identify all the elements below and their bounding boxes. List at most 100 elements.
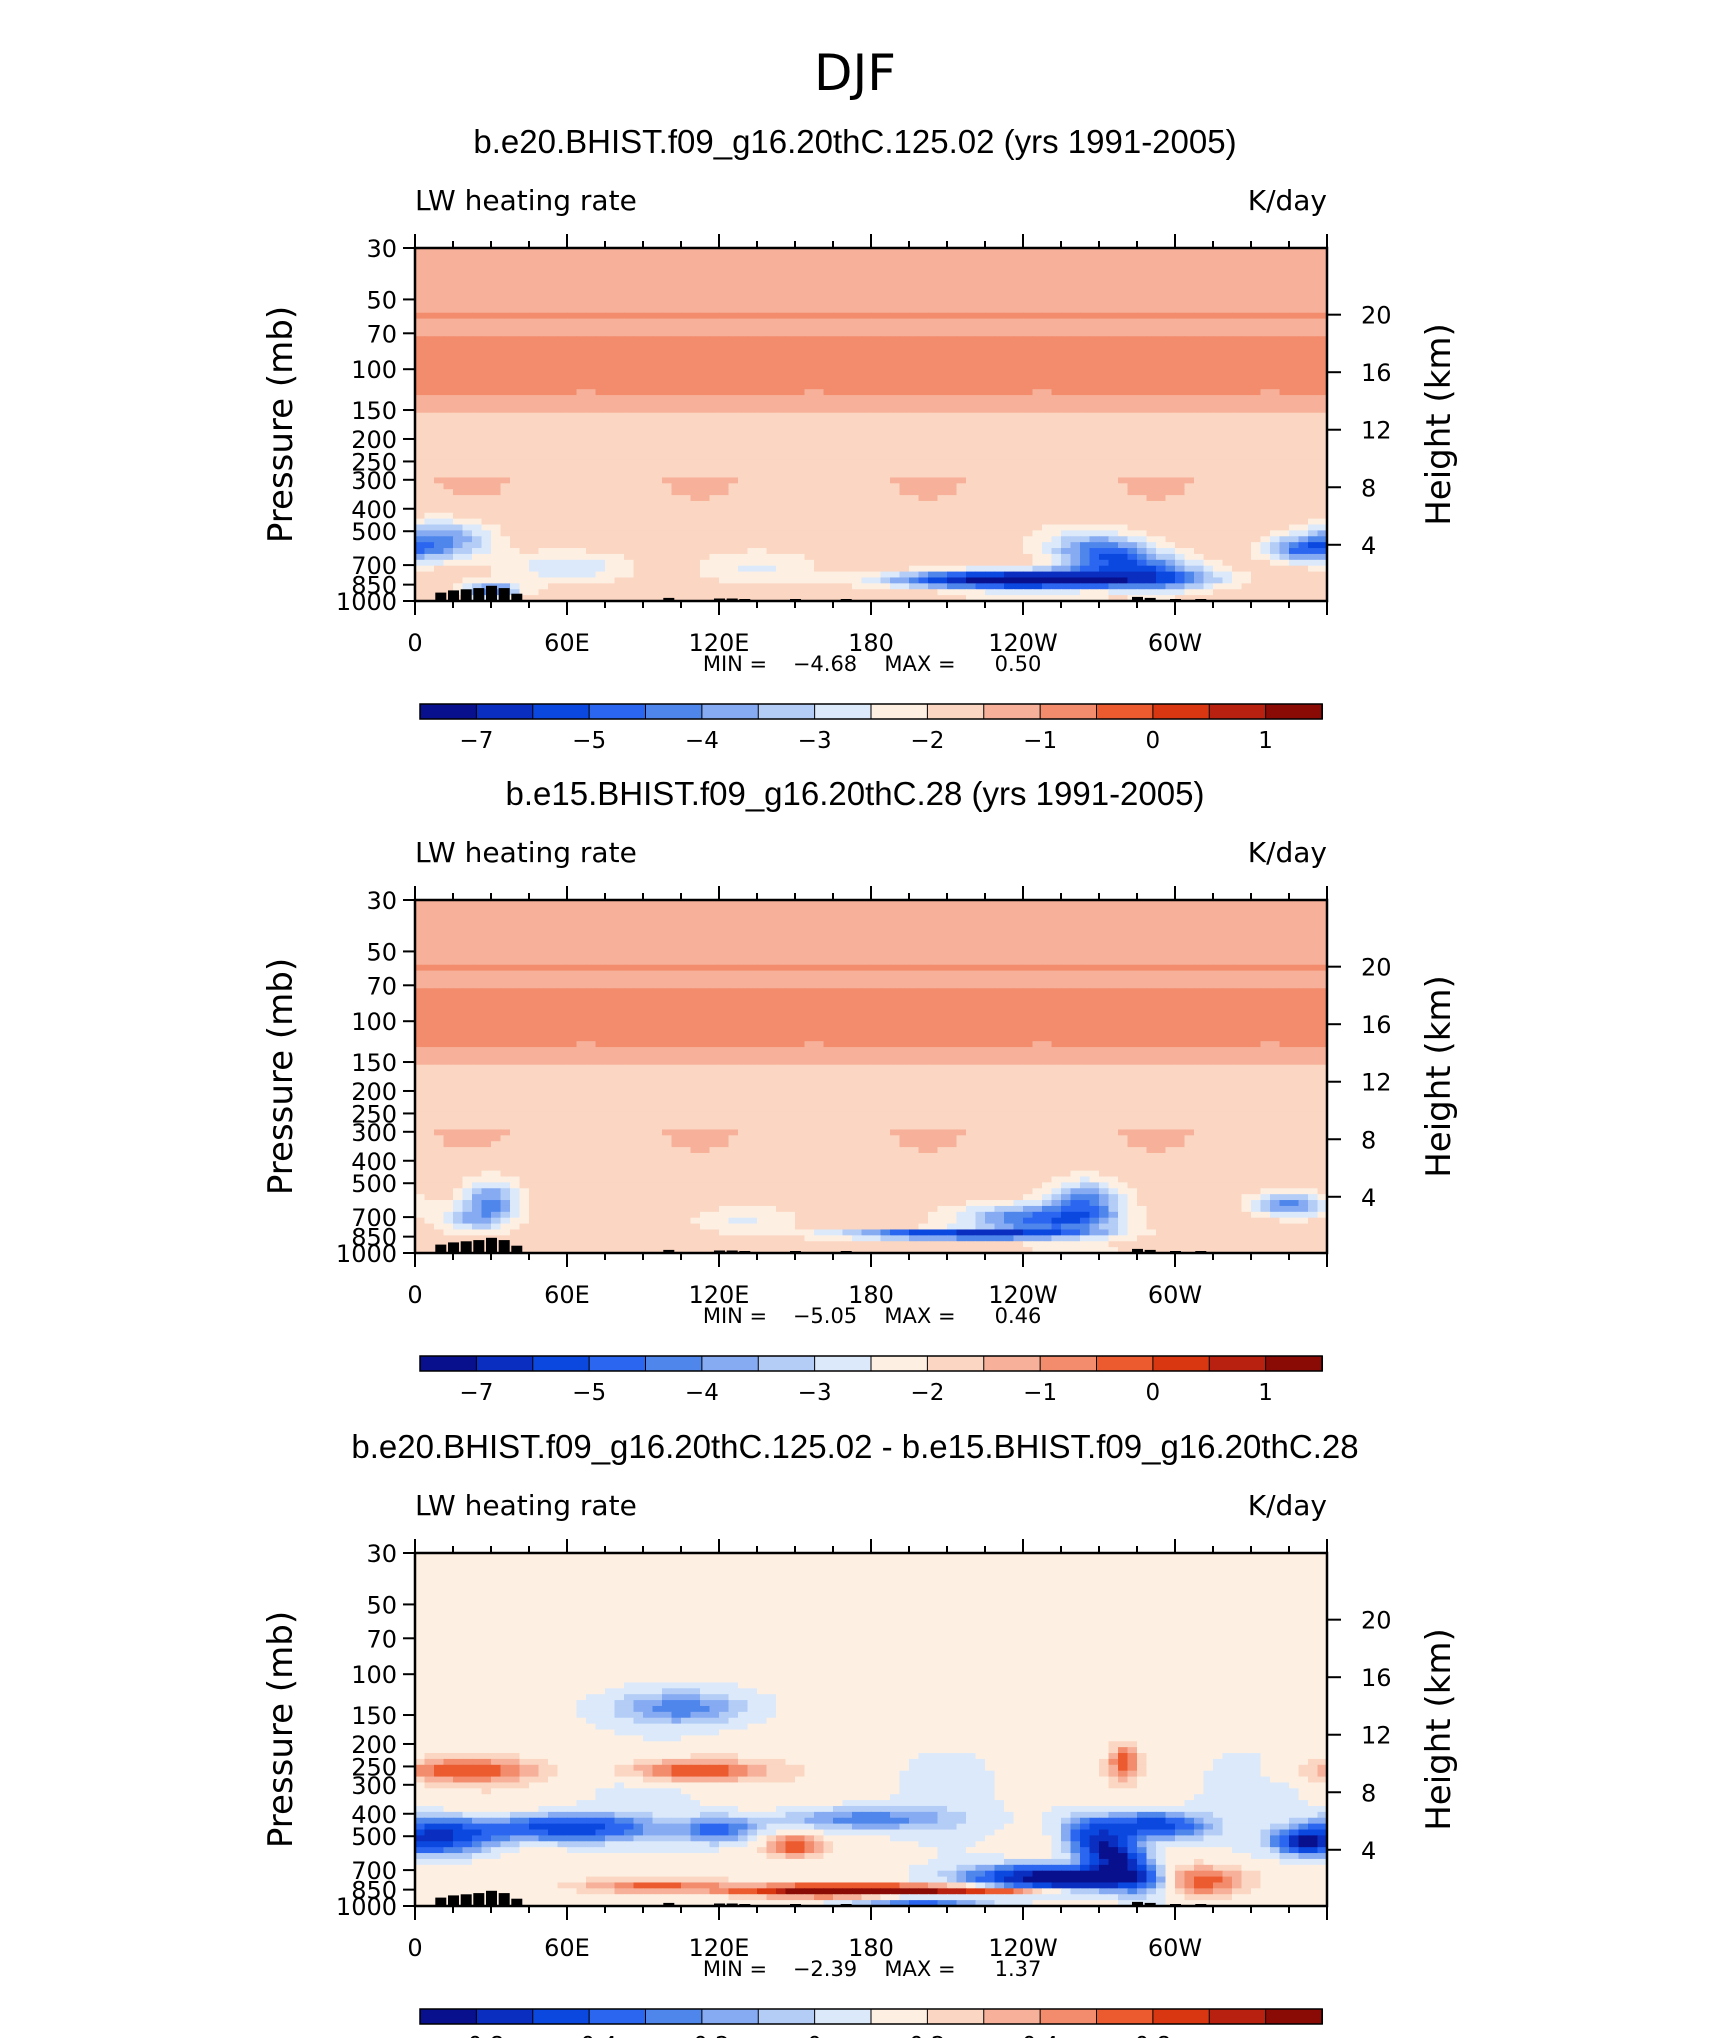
heatmap-cell <box>1222 530 1233 537</box>
heatmap-cell <box>1289 353 1300 361</box>
heatmap-cell <box>795 383 806 390</box>
heatmap-cell <box>443 377 454 384</box>
heatmap-cell <box>624 300 635 308</box>
heatmap-cell <box>738 348 749 355</box>
heatmap-cell <box>937 289 948 296</box>
heatmap-cell <box>1175 542 1186 549</box>
heatmap-cell <box>766 430 777 437</box>
heatmap-cell <box>481 483 492 490</box>
heatmap-cell <box>415 318 426 326</box>
heatmap-cell <box>1260 359 1271 367</box>
heatmap-cell <box>434 259 445 267</box>
heatmap-cell <box>975 389 986 396</box>
heatmap-cell <box>481 465 492 473</box>
heatmap-cell <box>1118 353 1129 361</box>
heatmap-cell <box>1232 271 1243 279</box>
heatmap-cell <box>681 453 692 461</box>
heatmap-cell <box>804 418 815 426</box>
heatmap-cell <box>795 400 806 408</box>
heatmap-cell <box>966 453 977 461</box>
heatmap-cell <box>1203 395 1214 402</box>
heatmap-cell <box>871 265 882 273</box>
heatmap-cell <box>453 524 464 531</box>
heatmap-cell <box>415 430 426 437</box>
heatmap-cell <box>633 348 644 355</box>
heatmap-cell <box>1260 289 1271 296</box>
heatmap-cell <box>548 448 559 455</box>
heatmap-cell <box>1070 324 1081 331</box>
heatmap-cell <box>1070 524 1081 531</box>
heatmap-cell <box>1298 536 1309 543</box>
heatmap-cell <box>956 259 967 267</box>
heatmap-cell <box>928 265 939 273</box>
heatmap-cell <box>709 424 720 431</box>
heatmap-cell <box>1289 395 1300 402</box>
heatmap-cell <box>928 477 939 484</box>
heatmap-cell <box>424 359 435 367</box>
heatmap-cell <box>1203 524 1214 531</box>
heatmap-cell <box>823 383 834 390</box>
heatmap-cell <box>424 477 435 484</box>
heatmap-cell <box>700 406 711 414</box>
heatmap-cell <box>1118 489 1129 496</box>
heatmap-cell <box>738 518 749 526</box>
heatmap-cell <box>1260 265 1271 273</box>
heatmap-cell <box>1013 283 1024 290</box>
heatmap-cell <box>671 383 682 390</box>
heatmap-cell <box>1080 395 1091 402</box>
heatmap-cell <box>662 471 673 479</box>
heatmap-cell <box>595 459 606 467</box>
heatmap-cell <box>985 259 996 267</box>
heatmap-cell <box>747 324 758 331</box>
heatmap-cell <box>899 548 910 555</box>
heatmap-cell <box>538 395 549 402</box>
heatmap-cell <box>1099 353 1110 361</box>
heatmap-cell <box>548 330 559 337</box>
heatmap-cell <box>814 348 825 355</box>
heatmap-cell <box>852 453 863 461</box>
heatmap-cell <box>1051 336 1062 343</box>
heatmap-cell <box>766 253 777 261</box>
heatmap-cell <box>966 283 977 290</box>
heatmap-cell <box>662 459 673 467</box>
heatmap-cell <box>624 418 635 426</box>
heatmap-cell <box>738 248 749 255</box>
heatmap-cell <box>681 536 692 543</box>
heatmap-cell <box>747 377 758 384</box>
heatmap-cell <box>1023 442 1034 449</box>
heatmap-cell <box>529 377 540 384</box>
heatmap-cell <box>491 436 502 443</box>
heatmap-cell <box>1308 300 1319 308</box>
heatmap-cell <box>1013 436 1024 443</box>
heatmap-cell <box>956 530 967 537</box>
heatmap-cell <box>956 318 967 326</box>
heatmap-cell <box>728 283 739 290</box>
heatmap-cell <box>1213 430 1224 437</box>
heatmap-cell <box>681 477 692 484</box>
heatmap-cell <box>1051 442 1062 449</box>
heatmap-cell <box>947 383 958 390</box>
heatmap-cell <box>1118 253 1129 261</box>
heatmap-cell <box>1165 518 1176 526</box>
heatmap-cell <box>700 506 711 514</box>
heatmap-cell <box>1156 483 1167 490</box>
heatmap-cell <box>1061 312 1072 320</box>
heatmap-cell <box>453 253 464 261</box>
heatmap-cell <box>1184 483 1195 490</box>
heatmap-cell <box>1270 348 1281 355</box>
heatmap-cell <box>956 253 967 261</box>
heatmap-cell <box>1194 318 1205 326</box>
heatmap-cell <box>1298 277 1309 284</box>
heatmap-cell <box>985 459 996 467</box>
heatmap-cell <box>453 453 464 461</box>
heatmap-cell <box>1222 336 1233 343</box>
heatmap-cell <box>557 530 568 537</box>
heatmap-cell <box>1127 518 1138 526</box>
heatmap-cell <box>1156 312 1167 320</box>
heatmap-cell <box>595 389 606 396</box>
heatmap-cell <box>424 300 435 308</box>
heatmap-cell <box>1004 365 1015 373</box>
heatmap-cell <box>595 400 606 408</box>
heatmap-cell <box>472 542 483 549</box>
heatmap-cell <box>1023 495 1034 502</box>
